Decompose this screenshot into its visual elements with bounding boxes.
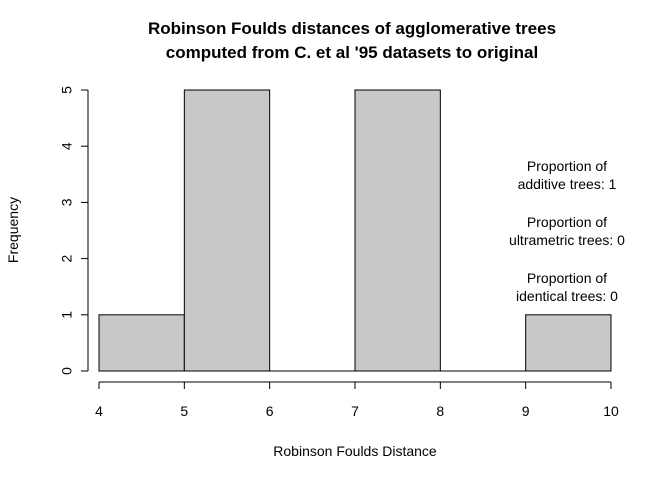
x-axis: 4 5 6 7 8 9 10 [95,381,619,419]
x-tick-label-2: 6 [266,403,274,419]
annotation-0-line-1: additive trees: 1 [518,176,617,192]
annotation-1-line-0: Proportion of [527,214,607,230]
y-tick-label-0: 0 [59,367,75,375]
x-tick-label-4: 8 [436,403,444,419]
y-tick-label-4: 4 [59,142,75,150]
chart-title-line-1: Robinson Foulds distances of agglomerati… [148,19,556,38]
annotation-2-line-0: Proportion of [527,270,607,286]
histogram-bar-3 [354,89,441,372]
y-tick-label-3: 3 [59,198,75,206]
x-tick-label-3: 7 [351,403,359,419]
x-tick-label-5: 9 [522,403,530,419]
annotations-group: Proportion of additive trees: 1 Proportion… [509,158,625,304]
x-tick-label-6: 10 [603,403,619,419]
y-tick-label-5: 5 [59,86,75,94]
annotation-0-line-0: Proportion of [527,158,607,174]
y-axis: 0 1 2 3 4 5 [59,86,89,375]
x-tick-label-1: 5 [180,403,188,419]
y-tick-label-1: 1 [59,311,75,319]
histogram-bar-0 [98,314,185,372]
chart-title-line-2: computed from C. et al '95 datasets to o… [166,43,538,62]
histogram-bar-5 [525,314,612,372]
x-tick-label-0: 4 [95,403,103,419]
annotation-1-line-1: ultrametric trees: 0 [509,232,625,248]
y-tick-label-2: 2 [59,254,75,262]
histogram-bar-1 [183,89,271,372]
annotation-2-line-1: identical trees: 0 [516,288,618,304]
x-axis-label: Robinson Foulds Distance [273,443,437,459]
bars-group [98,89,612,372]
y-axis-label: Frequency [5,197,21,263]
